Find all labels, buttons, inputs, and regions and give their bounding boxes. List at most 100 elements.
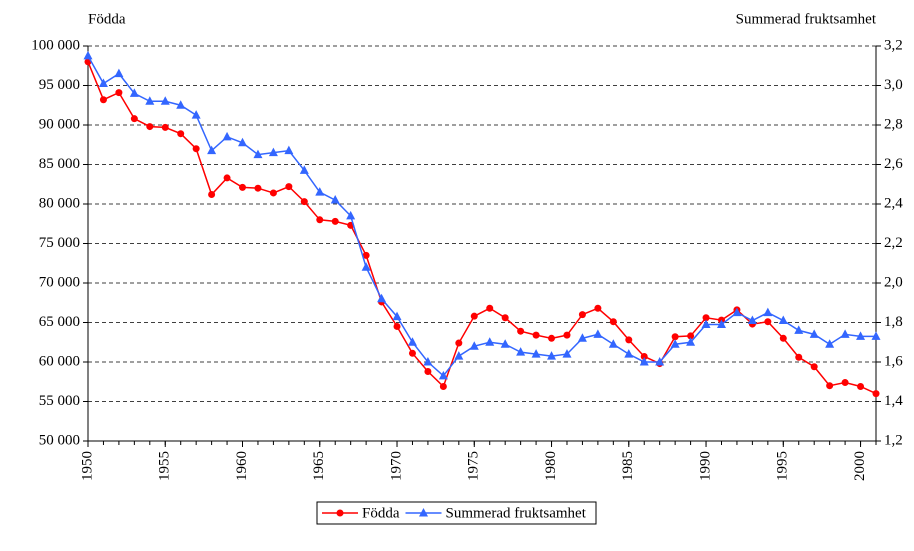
point (439, 382, 447, 390)
point (732, 307, 742, 317)
point (485, 337, 495, 346)
legend-label: Summerad fruktsamhet (446, 505, 587, 521)
point (191, 110, 201, 119)
y-tick-label: 75 000 (39, 235, 80, 251)
y2-tick-label: 1,6 (884, 353, 903, 369)
point (177, 130, 185, 138)
point (285, 183, 293, 191)
x-tick-label: 1980 (543, 451, 559, 481)
point (300, 198, 308, 206)
legend-marker (336, 509, 344, 517)
point (407, 337, 417, 346)
point (361, 262, 371, 271)
point (841, 379, 849, 387)
point (316, 216, 324, 224)
point (716, 319, 726, 328)
series-line (87, 55, 876, 377)
point (423, 357, 433, 366)
point (516, 347, 526, 356)
point (438, 370, 448, 380)
point (825, 339, 835, 348)
point (346, 210, 356, 220)
point (330, 195, 340, 204)
point (392, 311, 402, 321)
point (238, 137, 248, 147)
point (254, 184, 262, 192)
point (747, 315, 757, 325)
point (655, 357, 665, 366)
point (192, 145, 200, 153)
point (393, 322, 401, 330)
point (563, 331, 571, 339)
point (593, 329, 603, 338)
point (470, 312, 478, 320)
y-tick-label: 90 000 (39, 116, 80, 132)
y-tick-label: 70 000 (39, 274, 80, 290)
point (764, 318, 772, 326)
point (794, 325, 804, 334)
point (686, 337, 696, 346)
point (578, 311, 586, 319)
x-tick-label: 1975 (466, 451, 482, 481)
y2-tick-label: 2,0 (884, 274, 903, 290)
point (501, 314, 509, 322)
point (455, 339, 463, 347)
point (408, 349, 416, 357)
point (222, 131, 232, 141)
point (872, 390, 880, 398)
x-tick-label: 1950 (79, 451, 95, 481)
point (840, 329, 850, 338)
point (639, 357, 649, 366)
point (856, 331, 866, 340)
point (486, 304, 494, 312)
point (253, 149, 263, 159)
point (377, 293, 387, 303)
point (701, 319, 711, 328)
y2-tick-label: 2,8 (884, 116, 903, 132)
y-tick-label: 100 000 (31, 37, 80, 53)
point (315, 187, 325, 196)
x-tick-label: 1990 (697, 451, 713, 481)
point (207, 145, 217, 155)
point (176, 100, 186, 109)
point (826, 382, 834, 390)
point (779, 334, 787, 342)
point (517, 327, 525, 335)
point (208, 191, 216, 199)
point (531, 349, 541, 358)
y2-axis-label: Summerad fruktsamhet (736, 11, 877, 27)
y-tick-label: 85 000 (39, 156, 80, 172)
point (160, 96, 170, 105)
point (640, 352, 648, 360)
y2-tick-label: 3,2 (884, 37, 903, 53)
point (594, 304, 602, 312)
x-tick-label: 1960 (234, 451, 250, 481)
y2-tick-label: 1,4 (884, 393, 903, 409)
point (424, 367, 432, 375)
x-tick-label: 1995 (775, 451, 791, 481)
point (763, 307, 773, 317)
point (130, 115, 138, 123)
x-tick-label: 1985 (620, 451, 636, 481)
point (469, 341, 479, 350)
point (624, 349, 634, 358)
y-tick-label: 55 000 (39, 393, 80, 409)
point (239, 183, 247, 191)
point (809, 329, 819, 338)
y-tick-label: 95 000 (39, 77, 80, 93)
y2-tick-label: 3,0 (884, 77, 903, 93)
y2-tick-label: 2,2 (884, 235, 903, 251)
point (871, 331, 881, 340)
point (625, 336, 633, 344)
point (161, 123, 169, 131)
legend-label: Födda (362, 505, 400, 521)
point (670, 339, 680, 348)
point (687, 332, 695, 340)
point (609, 318, 617, 326)
point (362, 251, 370, 259)
point (547, 351, 557, 360)
y2-tick-label: 2,4 (884, 195, 903, 211)
point (299, 165, 309, 174)
y2-tick-label: 1,8 (884, 314, 903, 330)
